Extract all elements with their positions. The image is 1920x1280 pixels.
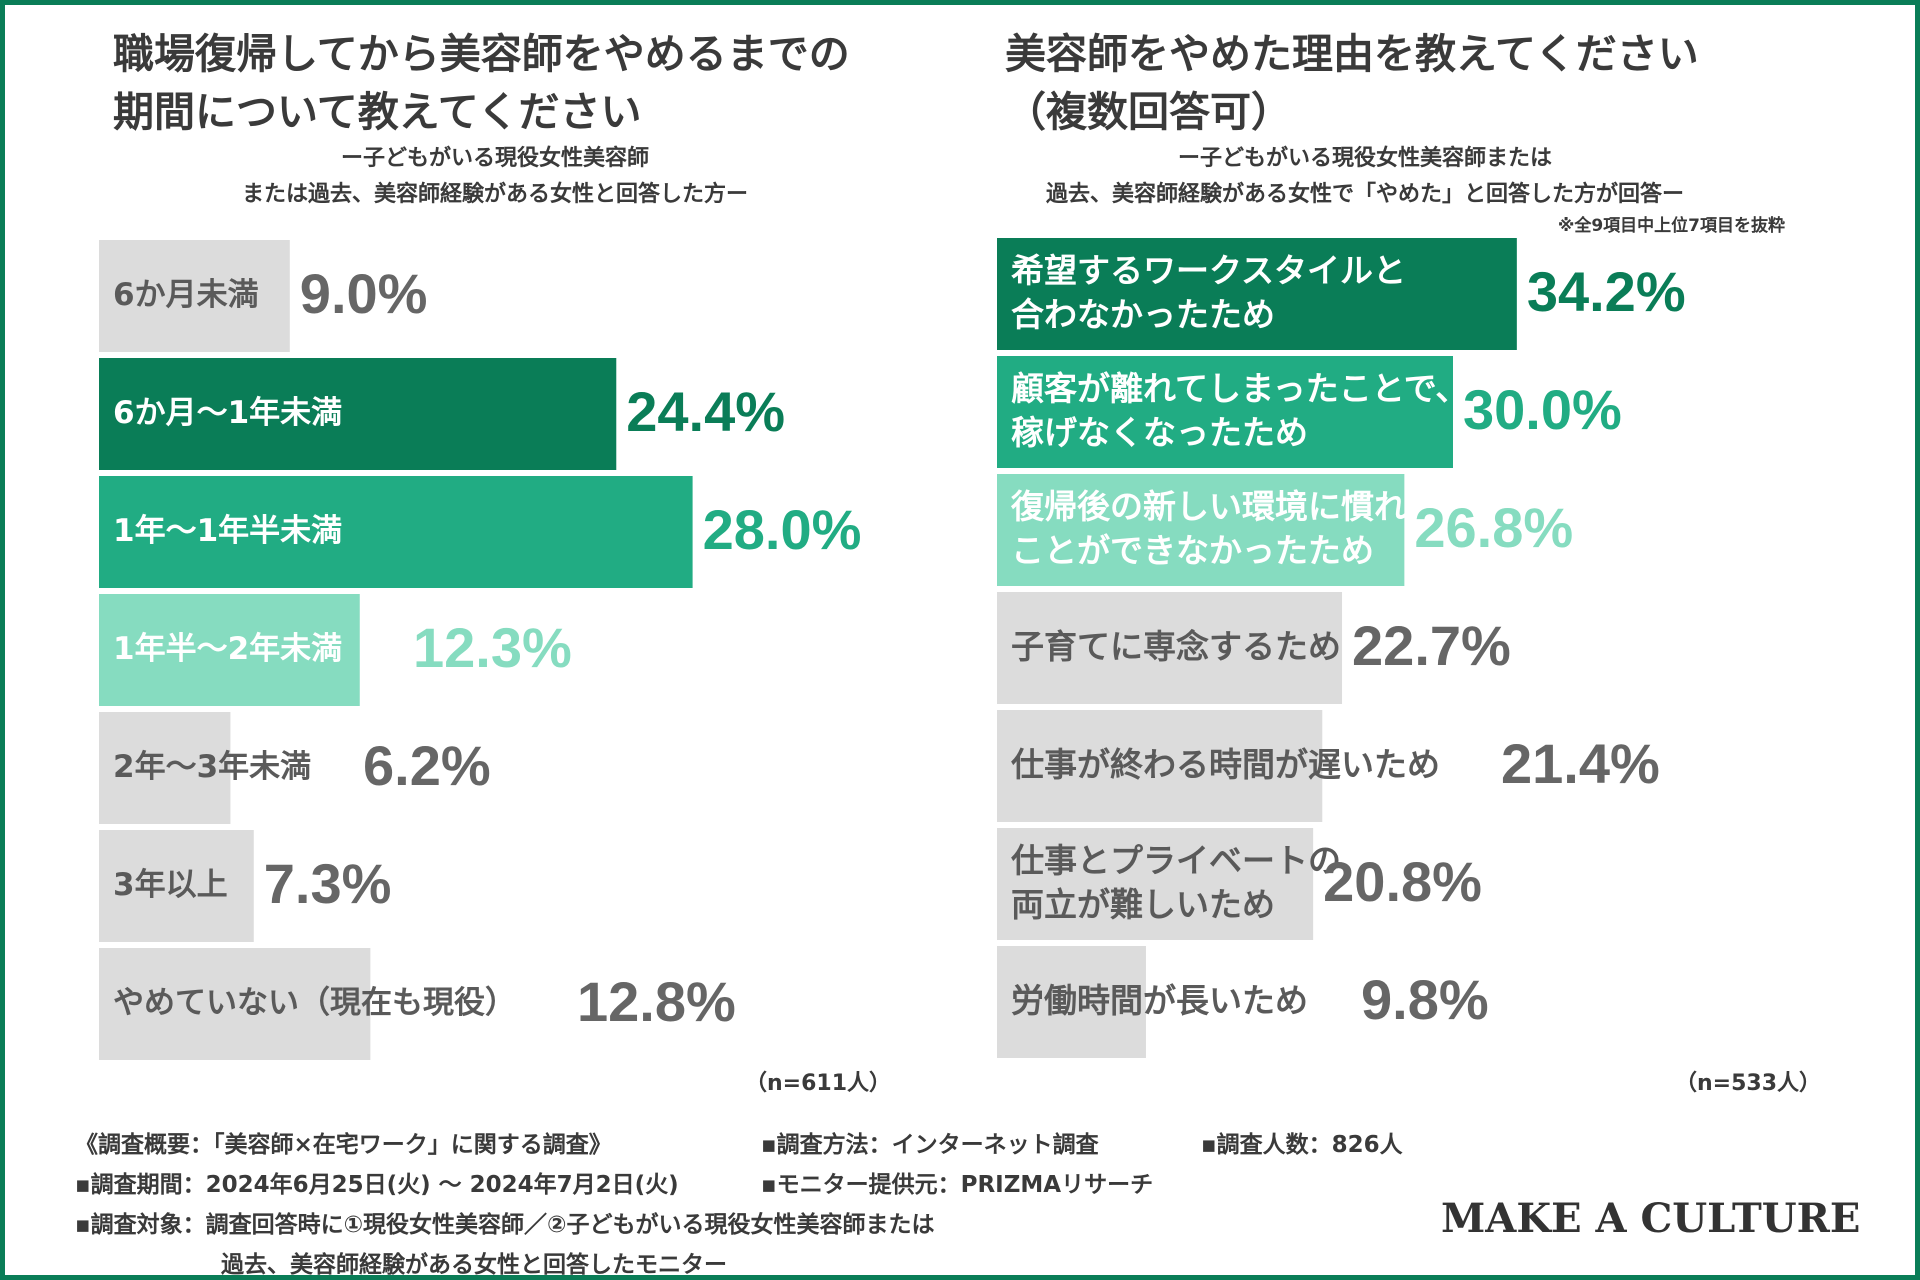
brand-logo: MAKE A CULTURE [1441, 1195, 1861, 1242]
category-label-2: 1年〜1年半未満 [113, 513, 342, 549]
category-label-1: 6か月〜1年未満 [113, 395, 342, 431]
bar-0 [997, 238, 1517, 350]
left-sample-size: （n=611人） [745, 1071, 892, 1096]
value-label-4: 6.2% [363, 734, 491, 797]
category-label-5: 3年以上 [113, 867, 228, 903]
survey-count: ▪調査人数：826人 [1201, 1132, 1403, 1158]
value-label-0: 34.2% [1527, 260, 1686, 323]
survey-overview: 《調査概要：「美容師×在宅ワーク」に関する調査》 [75, 1132, 612, 1158]
category-label-1: 顧客が離れてしまったことで、稼げなくなったため [1011, 369, 1468, 452]
category-label-4: 2年〜3年未満 [113, 749, 311, 785]
left-chart-subtitle: ー子どもがいる現役女性美容師 または過去、美容師経験がある女性と回答した方ー [241, 146, 748, 207]
value-label-0: 9.0% [300, 262, 428, 325]
value-label-5: 20.8% [1323, 850, 1482, 913]
bar-3 [997, 592, 1343, 704]
right-sample-size: （n=533人） [1675, 1071, 1822, 1096]
category-label-3: 子育てに専念するため [1011, 627, 1341, 666]
right-bar-chart: 希望するワークスタイルと合わなかったため 34.2% 顧客が離れてしまったことで、稼… [997, 238, 1686, 1058]
category-label-6: 労働時間が長いため [1011, 981, 1308, 1020]
bar-4 [997, 710, 1323, 822]
survey-target-continued: 過去、美容師経験がある女性と回答したモニター [221, 1252, 727, 1278]
value-label-1: 24.4% [626, 380, 785, 443]
category-label-0: 希望するワークスタイルと合わなかったため [1011, 251, 1406, 334]
survey-provider: ▪モニター提供元：PRIZMAリサーチ [761, 1172, 1154, 1198]
category-label-4: 仕事が終わる時間が遅いため [1011, 745, 1440, 784]
value-label-1: 30.0% [1463, 378, 1622, 441]
right-chart-note: ※全9項目中上位7項目を抜粋 [1557, 216, 1785, 236]
category-label-5: 仕事とプライベートの両立が難しいため [1011, 841, 1341, 924]
bar-1 [997, 356, 1453, 468]
bar-1 [99, 358, 617, 470]
left-bar-chart: 6か月未満 9.0% 6か月〜1年未満 24.4% 1年〜1年半未満 28.0% 1年半〜2… [99, 240, 862, 1060]
bar-5 [99, 830, 254, 942]
right-chart-subtitle: ー子どもがいる現役女性美容師または 過去、美容師経験がある女性で「やめた」と回答… [1045, 146, 1684, 207]
right-chart-title: 美容師をやめた理由を教えてください （複数回答可） [1005, 30, 1699, 136]
bar-2 [99, 476, 693, 588]
bar-6 [99, 948, 371, 1060]
bar-5 [997, 828, 1314, 940]
value-label-5: 7.3% [264, 852, 392, 915]
value-label-2: 26.8% [1414, 496, 1573, 559]
survey-target: ▪調査対象：調査回答時に①現役女性美容師／②子どもがいる現役女性美容師または [75, 1212, 935, 1238]
bar-4 [99, 712, 231, 824]
value-label-3: 12.3% [413, 616, 572, 679]
category-label-0: 6か月未満 [113, 277, 259, 313]
bar-0 [99, 240, 290, 352]
value-label-4: 21.4% [1501, 732, 1660, 795]
category-label-3: 1年半〜2年未満 [113, 631, 342, 667]
value-label-3: 22.7% [1352, 614, 1511, 677]
survey-period: ▪調査期間：2024年6月25日(火) 〜 2024年7月2日(火) [75, 1172, 679, 1198]
bar-6 [997, 946, 1146, 1058]
value-label-6: 9.8% [1361, 968, 1489, 1031]
bar-2 [997, 474, 1405, 586]
value-label-2: 28.0% [703, 498, 862, 561]
category-label-2: 復帰後の新しい環境に慣れることができなかったため [1010, 487, 1440, 570]
value-label-6: 12.8% [577, 970, 736, 1033]
survey-footer: 《調査概要：「美容師×在宅ワーク」に関する調査》 ▪調査方法：インターネット調査… [5, 1110, 1915, 1278]
left-chart-title: 職場復帰してから美容師をやめるまでの 期間について教えてください [113, 30, 850, 136]
survey-method: ▪調査方法：インターネット調査 [761, 1132, 1099, 1158]
bar-3 [99, 594, 360, 706]
category-label-6: やめていない（現在も現役） [113, 985, 516, 1021]
